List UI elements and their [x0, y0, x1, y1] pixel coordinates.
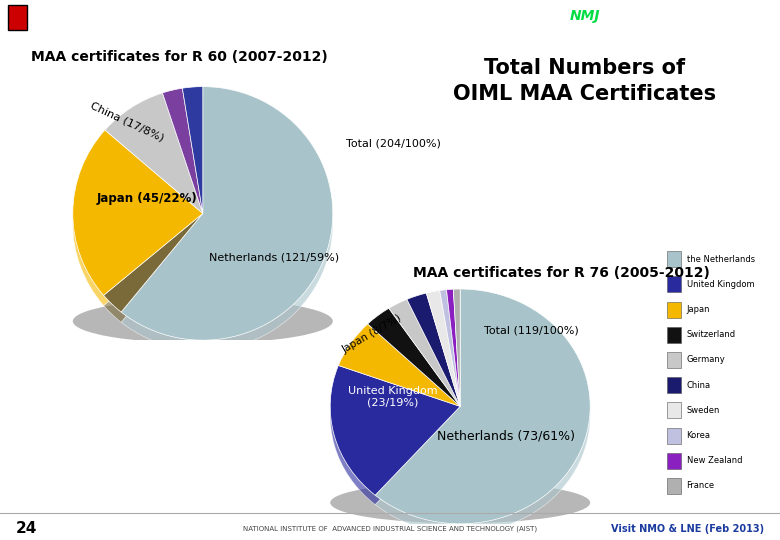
Text: United Kingdom: United Kingdom	[686, 280, 754, 289]
FancyBboxPatch shape	[667, 251, 681, 267]
Text: NATIONAL INSTITUTE OF  ADVANCED INDUSTRIAL SCIENCE AND TECHNOLOGY (AIST): NATIONAL INSTITUTE OF ADVANCED INDUSTRIA…	[243, 525, 537, 532]
Text: the Netherlands: the Netherlands	[686, 255, 755, 264]
Wedge shape	[407, 293, 460, 407]
Wedge shape	[183, 97, 203, 224]
Text: MAA certificates for R 60 (2007-2012): MAA certificates for R 60 (2007-2012)	[31, 50, 328, 64]
Text: 24: 24	[16, 521, 37, 536]
Wedge shape	[440, 289, 460, 407]
Text: Total (204/100%): Total (204/100%)	[346, 139, 441, 148]
Wedge shape	[330, 366, 460, 495]
Wedge shape	[121, 86, 333, 340]
Text: Japan (45/22%): Japan (45/22%)	[96, 192, 197, 205]
Wedge shape	[73, 130, 203, 295]
Wedge shape	[104, 213, 203, 312]
Wedge shape	[121, 97, 333, 350]
Wedge shape	[183, 86, 203, 213]
FancyBboxPatch shape	[667, 402, 681, 418]
FancyBboxPatch shape	[667, 302, 681, 318]
Wedge shape	[389, 299, 460, 407]
Wedge shape	[367, 318, 460, 416]
Text: National Metrology Institute of Japan: National Metrology Institute of Japan	[616, 13, 780, 22]
Text: Visit NMO & LNE (Feb 2013): Visit NMO & LNE (Feb 2013)	[612, 524, 764, 534]
Wedge shape	[104, 224, 203, 322]
Wedge shape	[427, 300, 460, 416]
Wedge shape	[453, 299, 460, 416]
FancyBboxPatch shape	[667, 327, 681, 343]
Text: Japan (8/7%): Japan (8/7%)	[340, 313, 403, 355]
Text: Netherlands (121/59%): Netherlands (121/59%)	[209, 253, 339, 263]
Ellipse shape	[330, 482, 590, 523]
Wedge shape	[446, 299, 460, 416]
Wedge shape	[453, 289, 460, 407]
Wedge shape	[73, 140, 203, 306]
Wedge shape	[162, 98, 203, 224]
FancyBboxPatch shape	[667, 377, 681, 393]
Text: Total Numbers of: Total Numbers of	[484, 57, 686, 78]
FancyBboxPatch shape	[667, 428, 681, 443]
Wedge shape	[105, 93, 203, 213]
FancyBboxPatch shape	[667, 352, 681, 368]
Text: China (17/8%): China (17/8%)	[88, 101, 165, 144]
Wedge shape	[339, 324, 460, 407]
Wedge shape	[105, 103, 203, 224]
Text: France: France	[686, 482, 714, 490]
Text: Total (119/100%): Total (119/100%)	[484, 325, 579, 335]
Wedge shape	[427, 291, 460, 407]
Text: China: China	[686, 381, 711, 390]
Wedge shape	[389, 309, 460, 416]
FancyBboxPatch shape	[667, 478, 681, 494]
Wedge shape	[375, 299, 590, 533]
Text: Sweden: Sweden	[686, 406, 720, 415]
Wedge shape	[446, 289, 460, 407]
Wedge shape	[339, 333, 460, 416]
Text: AIST: AIST	[33, 11, 69, 24]
FancyBboxPatch shape	[667, 276, 681, 292]
Text: Netherlands (73/61%): Netherlands (73/61%)	[437, 429, 575, 442]
Text: United Kingdom
(23/19%): United Kingdom (23/19%)	[348, 386, 438, 408]
Wedge shape	[330, 375, 460, 504]
Wedge shape	[375, 289, 590, 524]
Text: New Zealand: New Zealand	[686, 456, 742, 465]
Text: Korea: Korea	[686, 431, 711, 440]
Wedge shape	[367, 308, 460, 407]
Ellipse shape	[73, 299, 333, 343]
FancyBboxPatch shape	[667, 453, 681, 469]
Text: NMJ: NMJ	[569, 9, 600, 23]
Text: OIML MAA Certificates: OIML MAA Certificates	[453, 84, 717, 105]
Wedge shape	[162, 88, 203, 213]
Text: Germany: Germany	[686, 355, 725, 364]
Text: Switzerland: Switzerland	[686, 330, 736, 339]
Wedge shape	[407, 302, 460, 416]
FancyBboxPatch shape	[8, 5, 27, 30]
Wedge shape	[440, 299, 460, 416]
Text: Japan: Japan	[686, 305, 710, 314]
Text: MAA certificates for R 76 (2005-2012): MAA certificates for R 76 (2005-2012)	[413, 266, 711, 280]
